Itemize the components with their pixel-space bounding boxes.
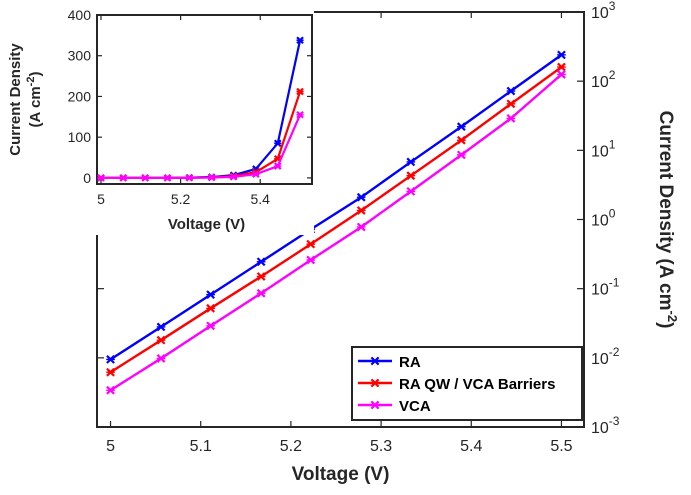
data-point xyxy=(506,99,516,109)
legend-marker xyxy=(370,400,380,410)
data-point xyxy=(206,290,216,300)
y-axis-title: Current Density (A cm-2) xyxy=(655,111,680,329)
data-point xyxy=(456,135,466,145)
inset-data-point xyxy=(296,110,304,119)
inset-data-point xyxy=(296,87,304,96)
data-point xyxy=(406,157,416,167)
inset-data-point xyxy=(119,174,128,182)
inset-data-point xyxy=(229,173,238,181)
inset-plot: 5 5.2 5.4 0 100 200 300 400 Voltage (V) Current D… xyxy=(0,0,314,235)
inset-data-point xyxy=(185,173,194,182)
data-point xyxy=(306,255,316,265)
inset-data-point xyxy=(273,139,282,148)
data-point xyxy=(106,385,115,395)
series-line-0 xyxy=(109,53,563,361)
data-point xyxy=(557,50,566,60)
legend-label: RA xyxy=(399,354,421,371)
data-point xyxy=(506,113,516,123)
inset-y-tick-label: 200 xyxy=(68,88,92,104)
x-tick-label: 5.3 xyxy=(370,438,392,455)
inset-series-line-2 xyxy=(100,114,302,179)
y-tick-label: 101 xyxy=(591,137,616,160)
x-tick-label: 5.5 xyxy=(550,438,572,455)
series-line-1 xyxy=(109,66,563,374)
legend-label: VCA xyxy=(399,398,431,415)
data-point xyxy=(506,86,516,96)
data-point xyxy=(106,367,115,377)
inset-data-point xyxy=(296,36,304,45)
data-point xyxy=(256,272,266,281)
inset-x-tick-label: 5.4 xyxy=(251,191,271,207)
y-tick-label: 10-3 xyxy=(591,414,620,437)
data-point xyxy=(356,192,366,202)
data-point xyxy=(256,257,266,267)
y-tick-label: 103 xyxy=(591,0,616,22)
data-point xyxy=(557,70,566,79)
data-point xyxy=(106,354,115,364)
inset-data-point xyxy=(97,174,105,182)
data-point xyxy=(206,303,216,313)
inset-data-point xyxy=(163,174,172,182)
legend-item: VCA xyxy=(358,398,431,415)
y-tick-label: 10-2 xyxy=(591,345,620,368)
data-point xyxy=(456,150,466,160)
inset-data-point xyxy=(207,173,216,182)
inset-data-point xyxy=(141,174,149,182)
series-line-2 xyxy=(109,73,563,392)
inset-x-tick-label: 5 xyxy=(97,191,105,207)
legend-marker xyxy=(370,356,380,366)
data-point xyxy=(256,288,266,298)
x-axis-title: Voltage (V) xyxy=(292,464,390,485)
inset-y-axis-title-units: (A cm-2) xyxy=(25,72,44,128)
inset-data-point xyxy=(252,170,260,179)
data-point xyxy=(356,206,366,215)
y-tick-label: 100 xyxy=(591,207,616,230)
inset-data-point xyxy=(273,162,282,170)
data-point xyxy=(356,222,366,232)
inset-y-axis-title: Current Density xyxy=(7,43,24,156)
y-tick-label: 10-1 xyxy=(591,276,620,299)
legend-marker xyxy=(370,378,380,388)
data-point xyxy=(156,354,166,363)
legend-label: RA QW / VCA Barriers xyxy=(399,376,555,393)
x-tick-label: 5.2 xyxy=(280,438,302,455)
x-tick-label: 5 xyxy=(106,438,115,455)
inset-y-tick-label: 300 xyxy=(68,48,92,64)
legend-item: RA xyxy=(358,354,421,371)
inset-x-tick-label: 5.2 xyxy=(171,191,191,207)
data-point xyxy=(557,62,566,72)
data-point xyxy=(456,122,466,132)
inset-y-tick-label: 100 xyxy=(68,129,92,145)
data-point xyxy=(156,335,166,345)
inset-y-tick-label: 400 xyxy=(68,7,92,23)
legend-item: RA QW / VCA Barriers xyxy=(358,376,555,393)
y-tick-label: 102 xyxy=(591,68,616,91)
x-tick-label: 5.1 xyxy=(190,438,212,455)
inset-y-tick-label: 0 xyxy=(83,170,91,186)
data-point xyxy=(406,187,416,196)
x-tick-label: 5.4 xyxy=(460,438,482,455)
data-point xyxy=(206,321,216,331)
legend: RA RA QW / VCA Barriers VCA xyxy=(351,346,583,421)
inset-x-axis-title: Voltage (V) xyxy=(168,216,245,233)
data-point xyxy=(306,239,316,249)
data-point xyxy=(406,171,416,181)
data-point xyxy=(156,322,166,332)
